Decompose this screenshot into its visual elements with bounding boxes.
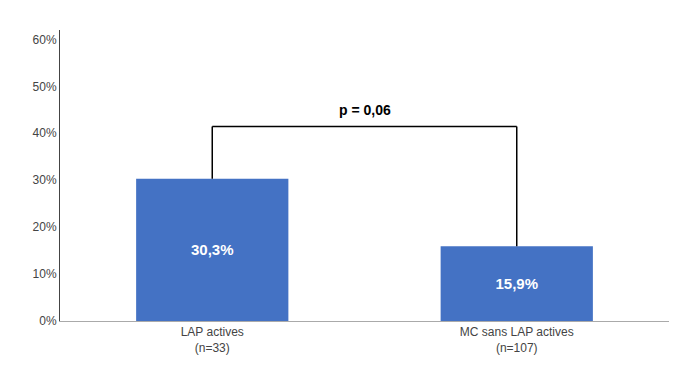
svg-text:20%: 20% bbox=[33, 220, 57, 234]
svg-text:LAP actives(n=33): LAP actives(n=33) bbox=[181, 325, 244, 355]
svg-text:50%: 50% bbox=[33, 80, 57, 94]
svg-text:30%: 30% bbox=[33, 173, 57, 187]
svg-text:0%: 0% bbox=[39, 314, 57, 328]
svg-text:40%: 40% bbox=[33, 126, 57, 140]
svg-text:15,9%: 15,9% bbox=[495, 275, 538, 292]
svg-text:60%: 60% bbox=[33, 33, 57, 47]
svg-text:10%: 10% bbox=[33, 267, 57, 281]
svg-text:MC sans LAP actives(n=107): MC sans LAP actives(n=107) bbox=[460, 325, 574, 355]
svg-text:30,3%: 30,3% bbox=[191, 241, 234, 258]
svg-text:p = 0,06: p = 0,06 bbox=[339, 102, 391, 118]
